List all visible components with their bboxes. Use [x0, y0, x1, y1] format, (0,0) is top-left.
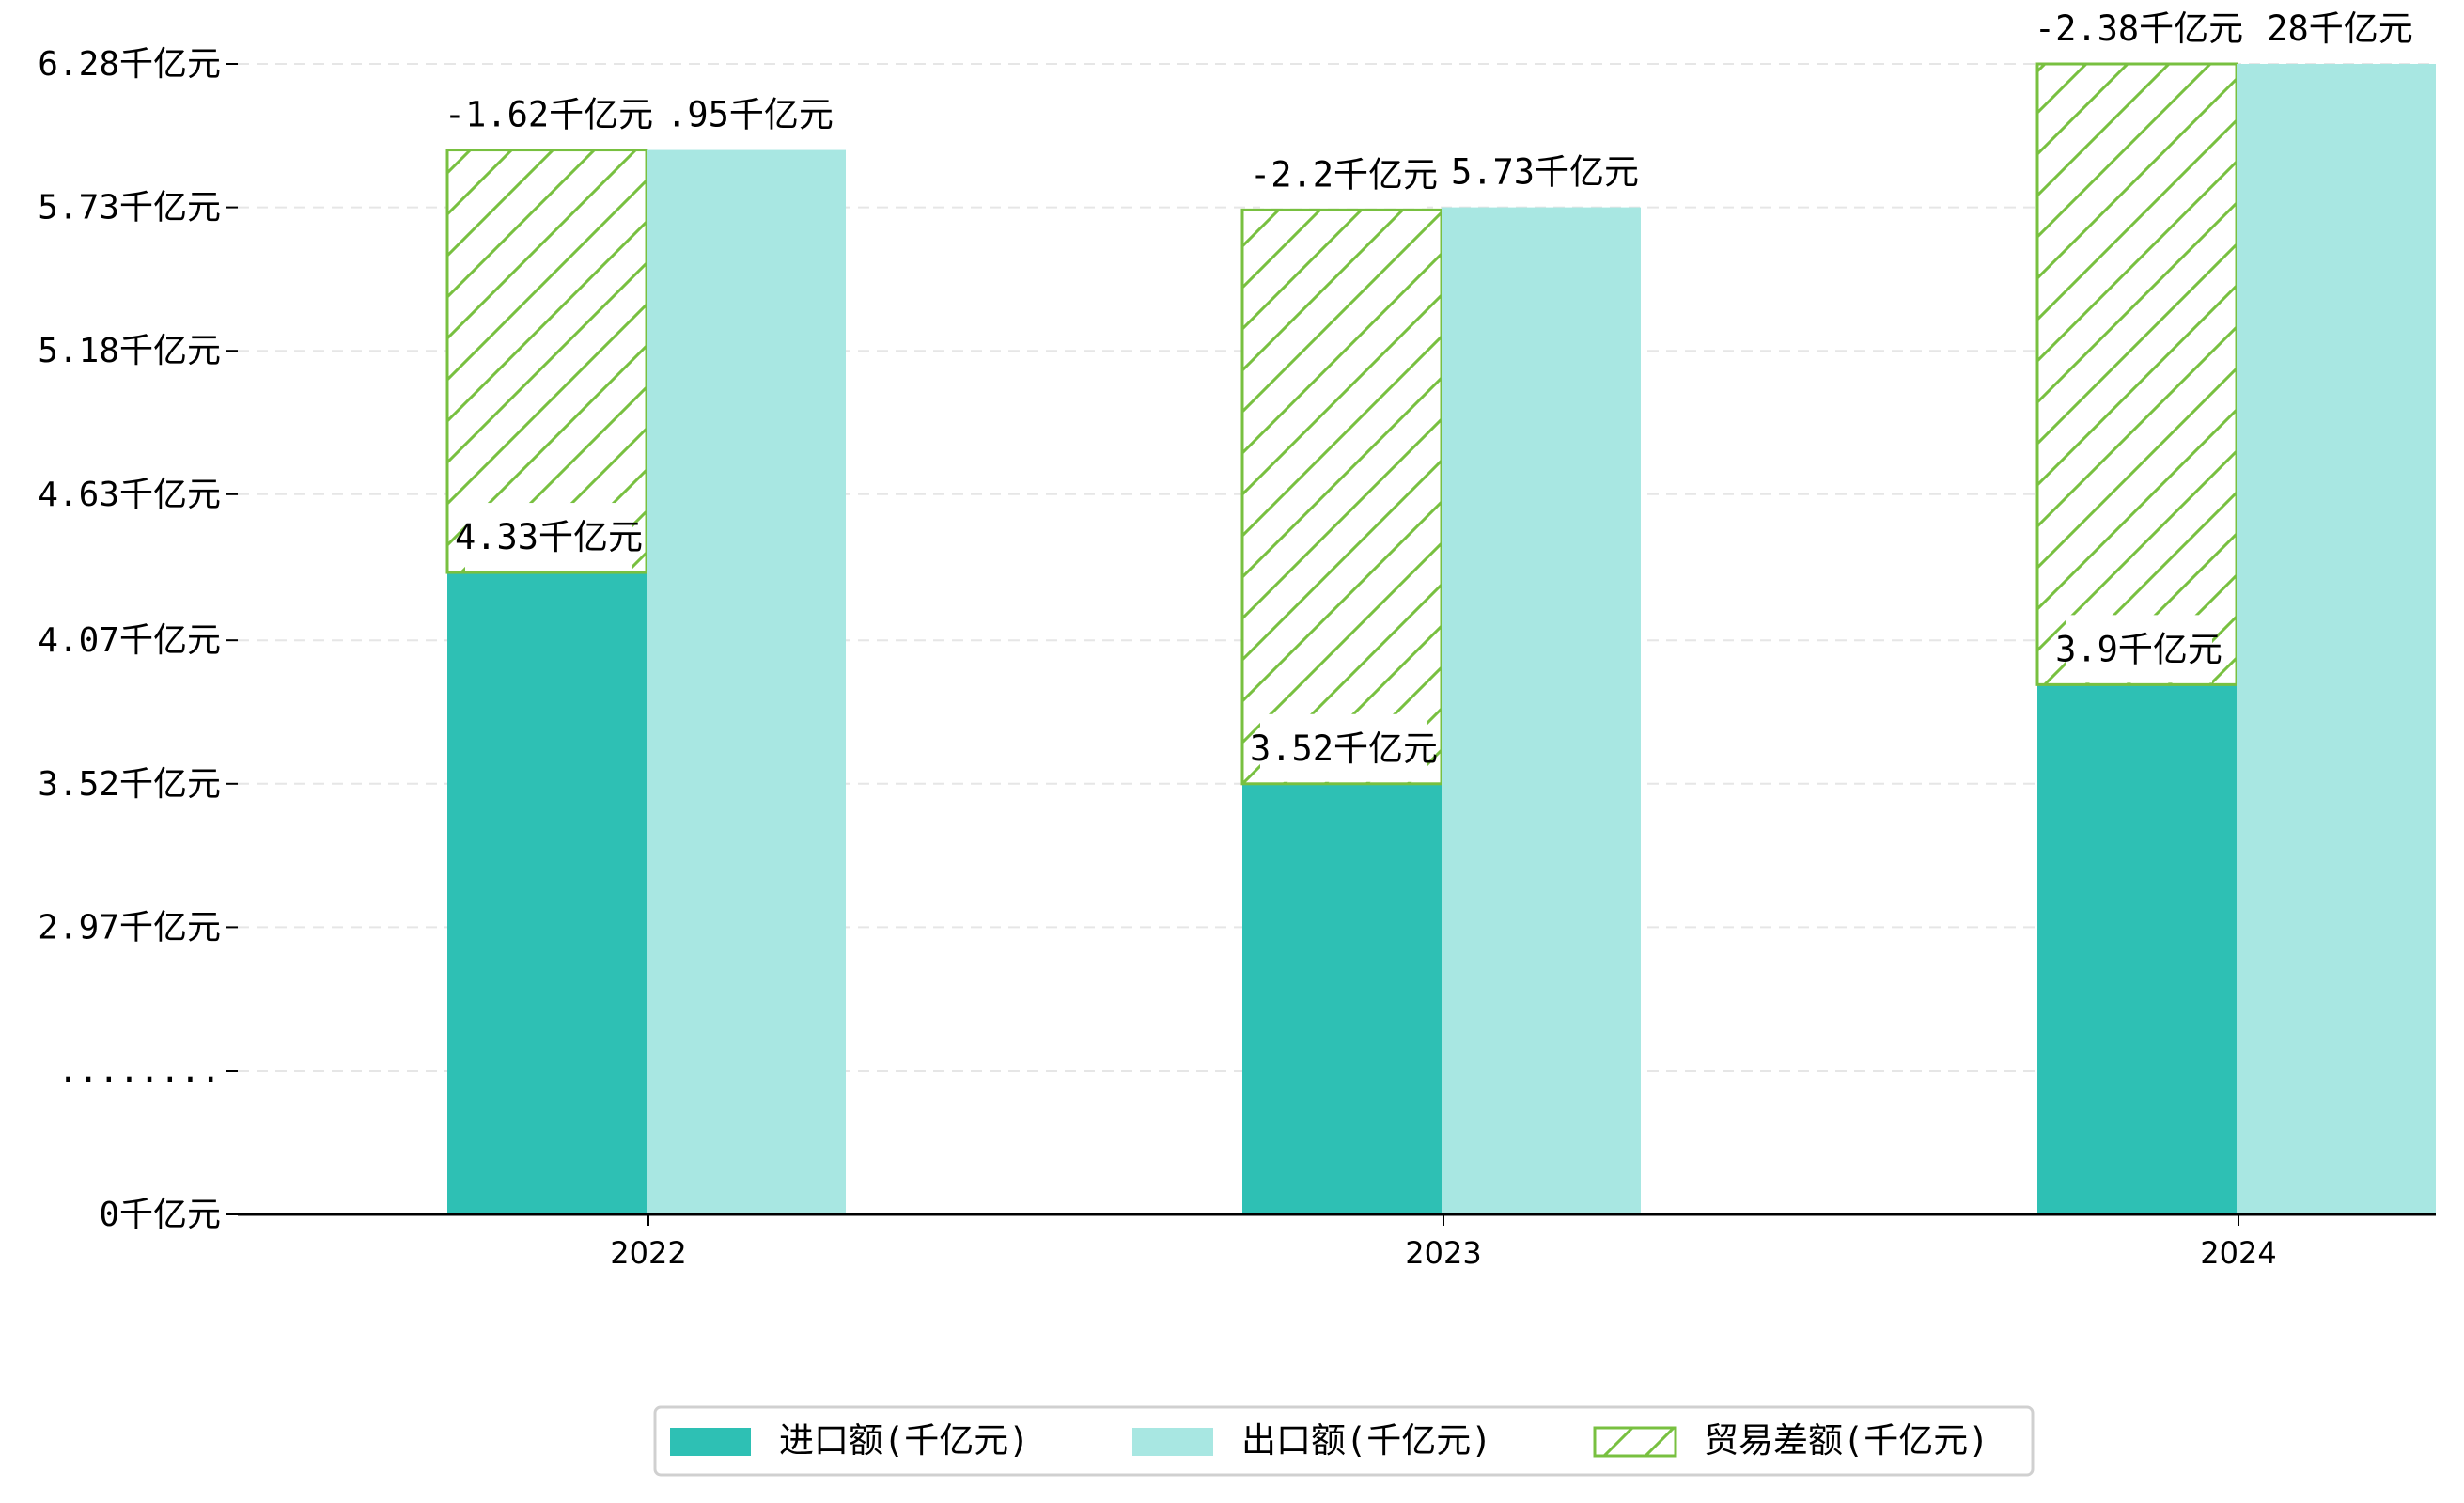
balance-bar-2023 [1240, 208, 1443, 786]
data-label-background [1260, 713, 1427, 782]
balance-label-2024: -2.38千亿元 [2035, 0, 2243, 62]
data-label-background [465, 503, 632, 571]
data-label-text: -1.62千亿元 [444, 95, 653, 135]
legend-item-import: 进口额(千亿元) [670, 1420, 1030, 1461]
data-label-background [455, 80, 643, 149]
legend-swatch [1132, 1428, 1213, 1456]
balance-label-2023: -2.2千亿元 [1250, 140, 1438, 209]
x-tick-label: 2023 [1405, 1235, 1481, 1271]
y-tick-label: 5.18千亿元 [38, 332, 221, 370]
import-label-2022: 4.33千亿元 [455, 503, 643, 571]
data-labels: 4.33千亿元 -1.62千亿元 .95千亿元 3.52千亿元 -2.2千亿元 5.73千… [444, 0, 2413, 782]
import-label-2023: 3.52千亿元 [1250, 713, 1438, 782]
legend-item-balance: 贸易差额(千亿元) [1593, 1420, 1989, 1461]
export-bar-2023 [1442, 207, 1641, 1214]
export-label-2022: .95千亿元 [666, 80, 834, 149]
data-label-text: .95千亿元 [666, 95, 834, 135]
legend-label: 贸易差额(千亿元) [1704, 1420, 1989, 1461]
export-bar-2022 [647, 149, 846, 1215]
y-tick-label: 4.07千亿元 [38, 621, 221, 660]
data-label-text: 4.33千亿元 [455, 517, 643, 557]
legend: 进口额(千亿元) 出口额(千亿元) 贸易差额(千亿元) [653, 1405, 2035, 1477]
y-tick-label: 0千亿元 [99, 1196, 221, 1234]
axes: 0千亿元........ 2.97千亿元 3.52千亿元 4.07千亿元 4.63千亿元… [38, 45, 2436, 1271]
export-bar-2024 [2237, 64, 2436, 1214]
data-label-text: 3.52千亿元 [1250, 728, 1438, 769]
data-label-background [677, 80, 823, 149]
balance-label-2022: -1.62千亿元 [444, 80, 653, 149]
import-bar-2024 [2037, 684, 2237, 1214]
legend-swatch [670, 1428, 751, 1456]
y-tick-label: 5.73千亿元 [38, 189, 221, 227]
legend-label: 进口额(千亿元) [779, 1420, 1030, 1461]
data-label-text: 28千亿元 [2267, 8, 2413, 49]
import-label-2024: 3.9千亿元 [2055, 615, 2222, 683]
y-tick-label: 6.28千亿元 [38, 45, 221, 84]
balance-bar-2022 [445, 149, 648, 574]
x-tick-label: 2024 [2200, 1235, 2276, 1271]
data-label-text: -2.2千亿元 [1250, 154, 1438, 195]
data-label-text: 3.9千亿元 [2055, 629, 2222, 669]
import-bar-2022 [447, 572, 647, 1214]
data-label-background [1461, 137, 1629, 206]
data-label-background [2277, 0, 2403, 62]
y-tick-label: 2.97千亿元 [38, 908, 221, 947]
balance-bar-2024 [2035, 62, 2238, 686]
data-label-background [2045, 0, 2233, 62]
export-label-2024: 28千亿元 [2267, 0, 2413, 62]
legend-box [653, 1405, 2035, 1477]
y-tick-label: ........ [58, 1052, 221, 1090]
legend-label: 出口额(千亿元) [1241, 1420, 1492, 1461]
y-tick-label: 3.52千亿元 [38, 765, 221, 804]
y-tick-label: 4.63千亿元 [38, 476, 221, 514]
legend-item-export: 出口额(千亿元) [1132, 1420, 1492, 1461]
data-label-background [2066, 615, 2212, 683]
import-bar-2023 [1242, 783, 1442, 1214]
data-label-text: -2.38千亿元 [2035, 8, 2243, 49]
data-label-text: 5.73千亿元 [1451, 152, 1639, 193]
x-tick-label: 2022 [610, 1235, 686, 1271]
legend-swatch [1593, 1426, 1677, 1458]
bars [445, 62, 2436, 1215]
data-label-background [1260, 140, 1427, 209]
export-label-2023: 5.73千亿元 [1451, 137, 1639, 206]
